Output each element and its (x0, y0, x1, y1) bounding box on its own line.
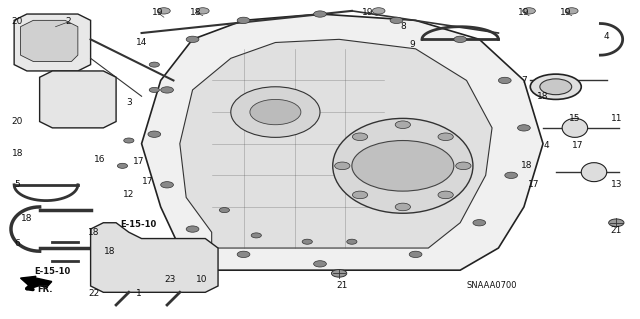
Circle shape (409, 251, 422, 257)
Text: 19: 19 (362, 8, 374, 17)
Text: 19: 19 (518, 8, 530, 17)
Polygon shape (141, 14, 543, 270)
Circle shape (314, 11, 326, 17)
Text: 21: 21 (611, 226, 622, 235)
Text: 18: 18 (522, 161, 533, 170)
Text: 12: 12 (123, 190, 134, 199)
Text: 19: 19 (152, 8, 163, 17)
Circle shape (353, 191, 368, 199)
Text: 20: 20 (12, 117, 23, 126)
Circle shape (372, 8, 385, 14)
Text: 6: 6 (15, 239, 20, 248)
Ellipse shape (581, 163, 607, 182)
Polygon shape (180, 39, 492, 248)
Text: 15: 15 (569, 114, 580, 123)
Text: 23: 23 (164, 275, 176, 284)
FancyArrow shape (20, 276, 52, 287)
Text: 3: 3 (126, 98, 132, 107)
Circle shape (390, 17, 403, 24)
Circle shape (335, 162, 350, 170)
Circle shape (395, 121, 410, 129)
Circle shape (438, 133, 453, 141)
Text: E-15-10: E-15-10 (120, 220, 157, 229)
Text: 17: 17 (132, 157, 144, 166)
Ellipse shape (333, 118, 473, 213)
Text: 9: 9 (410, 40, 415, 48)
Text: 20: 20 (12, 18, 23, 26)
Circle shape (237, 251, 250, 257)
Circle shape (117, 163, 127, 168)
Text: 11: 11 (611, 114, 622, 123)
Text: 16: 16 (95, 155, 106, 164)
Text: 21: 21 (337, 281, 348, 291)
Circle shape (124, 138, 134, 143)
Circle shape (518, 125, 531, 131)
Circle shape (332, 270, 347, 277)
Polygon shape (91, 223, 218, 292)
Text: 18: 18 (12, 149, 23, 158)
Text: 4: 4 (604, 32, 609, 41)
Polygon shape (40, 71, 116, 128)
Circle shape (186, 36, 199, 42)
Text: 17: 17 (528, 180, 540, 189)
Circle shape (456, 162, 471, 170)
Text: 5: 5 (15, 180, 20, 189)
Circle shape (395, 203, 410, 211)
Text: E-15-10: E-15-10 (35, 267, 70, 276)
Text: SNAAA0700: SNAAA0700 (467, 281, 517, 291)
Text: 17: 17 (572, 141, 584, 150)
Circle shape (353, 133, 368, 141)
Text: 18: 18 (537, 92, 548, 101)
Circle shape (237, 17, 250, 24)
Circle shape (148, 131, 161, 137)
Circle shape (499, 77, 511, 84)
Circle shape (454, 36, 467, 42)
Text: 4: 4 (543, 141, 549, 150)
Text: 18: 18 (88, 228, 100, 237)
Text: 19: 19 (559, 8, 571, 17)
Text: 1: 1 (136, 289, 141, 298)
Circle shape (161, 182, 173, 188)
Circle shape (196, 8, 209, 14)
Polygon shape (20, 20, 78, 62)
Polygon shape (14, 14, 91, 71)
Circle shape (523, 8, 536, 14)
Circle shape (186, 226, 199, 232)
Circle shape (565, 8, 578, 14)
Circle shape (302, 239, 312, 244)
Text: 7: 7 (521, 76, 527, 85)
Text: 17: 17 (142, 177, 154, 186)
Circle shape (251, 233, 261, 238)
Text: 18: 18 (21, 213, 33, 222)
Circle shape (314, 261, 326, 267)
Text: 14: 14 (136, 38, 147, 47)
Circle shape (157, 8, 170, 14)
Text: 10: 10 (196, 275, 208, 284)
Circle shape (473, 219, 486, 226)
Text: 13: 13 (611, 180, 622, 189)
Circle shape (505, 172, 518, 178)
Circle shape (352, 141, 454, 191)
Circle shape (347, 239, 357, 244)
Ellipse shape (231, 87, 320, 137)
Text: 18: 18 (190, 8, 202, 17)
Circle shape (149, 87, 159, 93)
Ellipse shape (562, 118, 588, 137)
Text: 2: 2 (65, 18, 71, 26)
Text: 22: 22 (88, 289, 99, 298)
Circle shape (609, 219, 624, 226)
Circle shape (149, 62, 159, 67)
Circle shape (531, 74, 581, 100)
Text: 8: 8 (400, 22, 406, 31)
Text: FR.: FR. (37, 285, 52, 294)
Circle shape (220, 208, 230, 213)
Text: 18: 18 (104, 247, 115, 256)
Circle shape (540, 79, 572, 95)
Circle shape (438, 191, 453, 199)
Circle shape (161, 87, 173, 93)
Circle shape (250, 100, 301, 125)
